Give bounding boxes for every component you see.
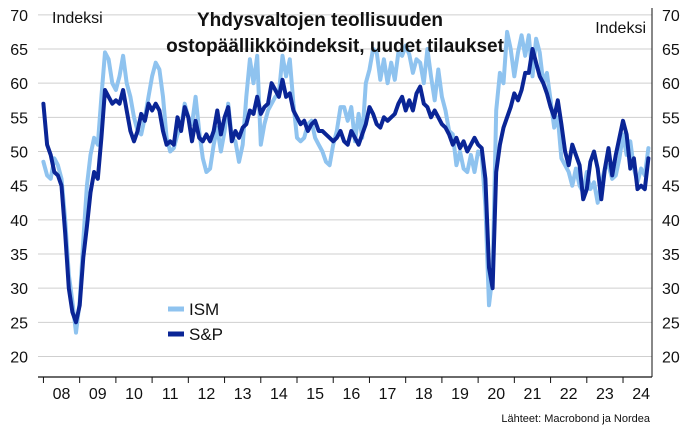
x-tick-label-16: 16 [342,386,360,403]
x-tick-label-21: 21 [524,386,542,403]
right-axis-unit-label: Indeksi [595,20,646,37]
x-tick-label-17: 17 [379,386,397,403]
y-tick-label-left-60: 60 [10,76,28,93]
y-tick-label-right-40: 40 [662,213,680,230]
axis-layer: 20 20 25 25 30 30 35 35 40 40 45 45 50 50 55 55 60 60 65 65… [10,8,680,403]
x-tick-label-18: 18 [415,386,433,403]
y-tick-label-left-70: 70 [10,8,28,25]
y-tick-label-right-20: 20 [662,350,680,367]
legend-label-sp: S&P [189,325,223,344]
x-tick-label-15: 15 [306,386,324,403]
y-tick-label-right-70: 70 [662,8,680,25]
x-tick-label-22: 22 [560,386,578,403]
x-tick-label-13: 13 [234,386,252,403]
x-tick-label-12: 12 [198,386,216,403]
y-tick-label-right-65: 65 [662,42,680,59]
y-tick-label-left-50: 50 [10,145,28,162]
y-tick-label-left-45: 45 [10,179,28,196]
left-axis-unit-label: Indeksi [52,10,103,27]
y-tick-label-left-35: 35 [10,247,28,264]
y-tick-label-right-60: 60 [662,76,680,93]
y-tick-label-left-20: 20 [10,350,28,367]
y-tick-label-right-35: 35 [662,247,680,264]
x-tick-label-20: 20 [487,386,505,403]
grid-layer [38,14,652,357]
x-tick-label-23: 23 [596,386,614,403]
y-tick-label-right-30: 30 [662,281,680,298]
y-tick-label-right-55: 55 [662,110,680,127]
x-tick-label-10: 10 [125,386,143,403]
legend: ISM S&P [168,300,223,344]
chart-title-line-1: Yhdysvaltojen teollisuuden [197,10,443,31]
x-tick-label-14: 14 [270,386,288,403]
series-line-s-p [41,47,651,325]
series-layer [41,29,651,335]
y-tick-label-right-50: 50 [662,145,680,162]
chart-title-line-2: ostopäällikköindeksit, uudet tilaukset [166,36,505,57]
series-line-ism [41,29,651,335]
y-tick-label-left-65: 65 [10,42,28,59]
x-tick-label-19: 19 [451,386,469,403]
source-note: Lähteet: Macrobond ja Nordea [501,413,650,425]
y-tick-label-left-25: 25 [10,315,28,332]
y-tick-label-right-45: 45 [662,179,680,196]
x-tick-label-08: 08 [53,386,71,403]
y-tick-label-left-30: 30 [10,281,28,298]
y-tick-label-left-40: 40 [10,213,28,230]
x-tick-label-09: 09 [89,386,107,403]
legend-label-ism: ISM [189,300,219,319]
x-tick-label-24: 24 [632,386,650,403]
y-tick-label-right-25: 25 [662,315,680,332]
x-tick-label-11: 11 [162,386,179,403]
y-tick-label-left-55: 55 [10,110,28,127]
